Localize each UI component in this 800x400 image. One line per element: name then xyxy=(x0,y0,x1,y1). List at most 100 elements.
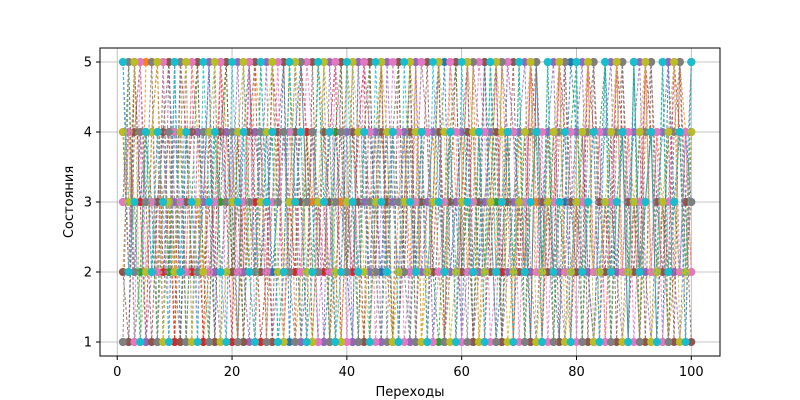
data-point xyxy=(566,268,575,276)
data-point xyxy=(612,128,621,136)
data-point xyxy=(457,128,466,136)
data-point xyxy=(647,338,656,346)
data-point xyxy=(302,58,311,66)
data-point xyxy=(365,198,374,206)
data-point xyxy=(635,268,644,276)
data-point xyxy=(538,128,547,136)
data-point xyxy=(606,198,615,206)
data-point xyxy=(360,338,369,346)
data-point xyxy=(118,268,127,276)
data-point xyxy=(670,338,679,346)
data-point xyxy=(394,128,403,136)
data-point xyxy=(205,58,214,66)
data-point xyxy=(308,268,317,276)
data-point xyxy=(314,58,323,66)
data-point xyxy=(417,58,426,66)
data-point xyxy=(239,198,248,206)
data-point xyxy=(561,58,569,66)
data-point xyxy=(589,338,598,346)
data-point xyxy=(647,58,656,66)
data-point xyxy=(606,58,615,66)
data-point xyxy=(561,338,569,346)
data-point xyxy=(245,268,254,276)
data-point xyxy=(153,268,162,276)
data-point xyxy=(578,268,587,276)
data-point xyxy=(486,198,495,206)
data-point xyxy=(296,128,305,136)
data-point xyxy=(187,198,196,206)
data-point xyxy=(440,128,449,136)
data-point xyxy=(578,338,587,346)
data-point xyxy=(612,198,621,206)
data-point xyxy=(503,58,512,66)
data-point xyxy=(675,58,684,66)
data-point xyxy=(561,128,569,136)
data-point xyxy=(319,338,328,346)
data-point xyxy=(595,268,604,276)
data-point xyxy=(388,58,397,66)
data-point xyxy=(532,268,541,276)
data-point xyxy=(629,338,638,346)
data-point xyxy=(228,58,237,66)
data-point xyxy=(520,338,529,346)
data-point xyxy=(463,338,472,346)
data-point xyxy=(589,58,598,66)
data-point xyxy=(538,338,547,346)
data-point xyxy=(342,268,351,276)
data-point xyxy=(406,58,414,66)
data-point xyxy=(595,198,604,206)
data-point xyxy=(658,58,667,66)
data-point xyxy=(595,128,604,136)
data-point xyxy=(124,268,133,276)
data-point xyxy=(124,338,133,346)
data-point xyxy=(606,128,615,136)
data-point xyxy=(681,128,690,136)
data-point xyxy=(687,268,696,276)
data-point xyxy=(256,128,265,136)
data-point xyxy=(406,128,414,136)
data-point xyxy=(279,268,288,276)
data-point xyxy=(262,338,271,346)
data-point xyxy=(164,198,173,206)
data-point xyxy=(176,198,185,206)
data-point xyxy=(469,128,478,136)
data-point xyxy=(492,268,501,276)
data-point xyxy=(618,338,627,346)
data-point xyxy=(543,58,552,66)
data-point xyxy=(216,58,225,66)
data-point xyxy=(658,198,667,206)
data-point xyxy=(457,58,466,66)
data-point xyxy=(486,338,495,346)
data-point xyxy=(170,128,179,136)
data-point xyxy=(440,268,449,276)
data-point xyxy=(205,198,214,206)
data-point xyxy=(164,58,173,66)
data-point xyxy=(589,128,598,136)
data-point xyxy=(641,268,650,276)
data-point xyxy=(354,338,363,346)
data-point xyxy=(210,198,219,206)
data-point xyxy=(543,338,552,346)
data-point xyxy=(147,58,156,66)
data-point xyxy=(428,58,437,66)
data-point xyxy=(629,58,638,66)
data-point xyxy=(222,338,231,346)
data-point xyxy=(406,268,414,276)
data-point xyxy=(164,268,173,276)
data-point xyxy=(245,338,254,346)
data-point xyxy=(635,338,644,346)
data-point xyxy=(515,198,524,206)
data-point xyxy=(365,128,374,136)
data-point xyxy=(383,128,392,136)
data-point xyxy=(394,58,403,66)
data-point xyxy=(210,338,219,346)
data-point xyxy=(210,58,219,66)
data-point xyxy=(256,198,265,206)
data-point xyxy=(555,198,564,206)
data-point xyxy=(331,58,340,66)
data-point xyxy=(348,198,357,206)
data-point xyxy=(262,128,271,136)
data-point xyxy=(170,198,179,206)
data-point xyxy=(262,268,271,276)
